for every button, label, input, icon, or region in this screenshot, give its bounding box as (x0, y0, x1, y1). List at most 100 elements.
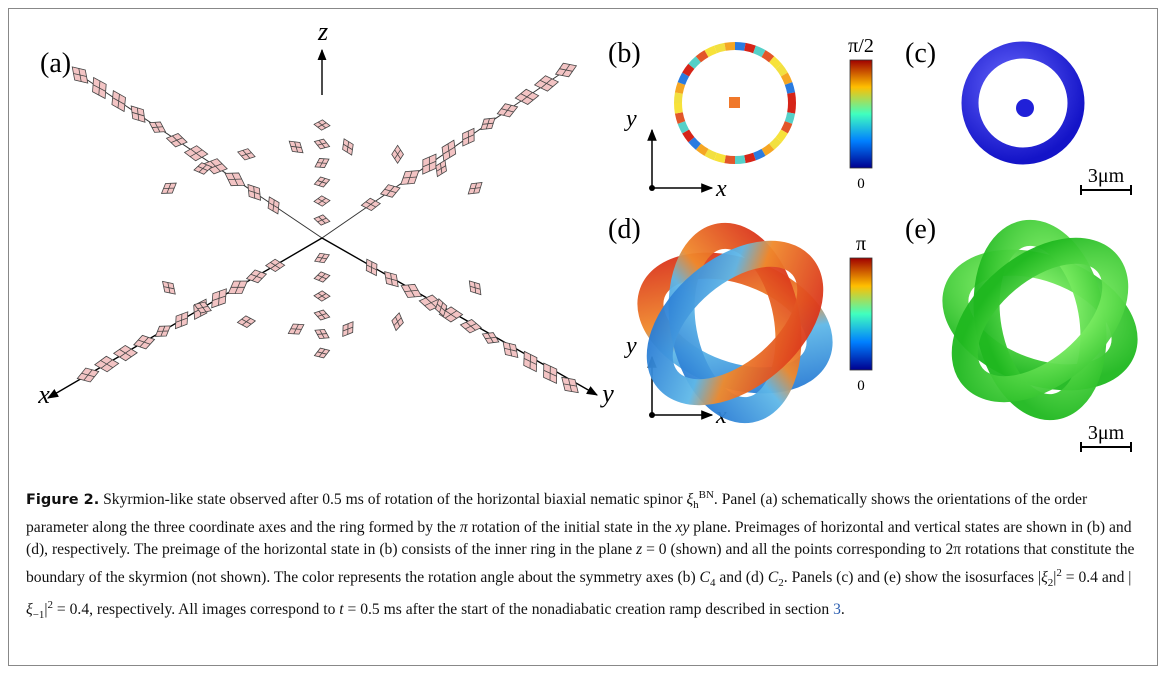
colorbar-min-label: 0 (857, 176, 865, 192)
panel-label: (a) (40, 48, 71, 79)
page: (a)(b)(c)(d)(e)zxyyxyxπ/20π03μm3μm Figur… (0, 0, 1168, 677)
orientation-glyph (264, 194, 284, 217)
ring-segment (681, 75, 685, 84)
ring-segment (691, 140, 698, 147)
axis-label: y (624, 106, 637, 132)
orientation-glyph (390, 312, 405, 332)
ring-segment (772, 140, 779, 147)
orientation-glyph (158, 277, 179, 298)
orientation-glyph (243, 180, 266, 204)
colorbar-min-label: 0 (857, 378, 865, 394)
ring-segment (698, 147, 706, 153)
caption-text: . Panels (c) and (e) show the isosurface… (784, 569, 1041, 586)
orientation-glyph (313, 345, 332, 360)
ring-segment (772, 59, 779, 66)
orientation-glyph (237, 315, 256, 328)
colorbar (850, 258, 872, 370)
orientation-glyph (313, 250, 332, 266)
orientation-glyph (152, 321, 174, 341)
ring-segment (745, 47, 755, 50)
caption-label: Figure 2. (26, 492, 99, 508)
ring-segment (686, 132, 692, 140)
caption-text: = 0.4 and | (1062, 569, 1132, 586)
orientation-glyph (457, 125, 480, 150)
ring-segment (716, 157, 726, 160)
orientation-glyph (313, 137, 331, 152)
caption-text: BN (699, 489, 714, 501)
colorbar-max-label: π (856, 233, 866, 255)
orientation-glyph (107, 87, 131, 115)
ring-segment (681, 122, 685, 131)
caption-text: . (841, 601, 845, 618)
ring-segment (789, 84, 792, 94)
ring-segment (764, 54, 772, 60)
ring-segment (791, 93, 792, 103)
ring-segment (678, 93, 679, 103)
caption-text[interactable]: 3 (833, 601, 841, 618)
ring-segment (779, 132, 785, 140)
ring-segment (789, 113, 792, 123)
panel-label: (d) (608, 214, 641, 245)
axis-label: y (599, 379, 614, 408)
orientation-glyph (396, 165, 423, 191)
colorbar-max-label: π/2 (848, 35, 874, 57)
orientation-glyph (75, 365, 101, 386)
ring-segment (707, 152, 716, 156)
orientation-glyph (392, 145, 404, 163)
caption-text: −1 (33, 609, 45, 621)
panel-label: (b) (608, 38, 641, 69)
orientation-glyph (477, 113, 499, 134)
ring-segment (678, 103, 679, 113)
ring-segment (754, 49, 763, 53)
caption-text: ξ (26, 601, 33, 618)
ring-segment (698, 54, 706, 60)
orientation-glyph (314, 195, 331, 206)
orientation-glyph (312, 155, 331, 172)
scale-bar-label: 3μm (1088, 165, 1125, 187)
orientation-glyph (312, 326, 331, 343)
orientation-glyph (460, 318, 483, 334)
panel-label: (e) (905, 214, 936, 245)
orientation-glyph (380, 267, 403, 291)
caption-text: π (460, 519, 468, 536)
ring-segment (725, 46, 735, 47)
ring-segment (754, 152, 763, 156)
orientation-glyph (398, 279, 425, 303)
axis-origin (649, 185, 655, 191)
caption-text: ξ (1041, 569, 1048, 586)
orientation-glyph (236, 146, 256, 162)
orientation-glyph (314, 291, 330, 302)
inner-ring (729, 97, 740, 108)
caption-text: = 0.5 ms after the start of the nonadiab… (344, 601, 833, 618)
orientation-glyph (314, 119, 331, 131)
orientation-glyph (495, 100, 520, 120)
orientation-glyph (465, 277, 486, 298)
ring-segment (745, 157, 755, 160)
orientation-glyph (221, 167, 248, 192)
ring-segment (764, 147, 772, 153)
ring-segment (735, 159, 745, 160)
orientation-glyph (87, 74, 112, 102)
orientation-glyph (464, 178, 485, 199)
panel-label: (c) (905, 38, 936, 69)
ring-segment (679, 84, 682, 94)
ring-segment (735, 46, 745, 47)
caption-text: C (700, 569, 710, 586)
ring-segment (716, 47, 726, 50)
axis-label: x (37, 380, 50, 409)
orientation-glyph (379, 182, 402, 201)
knot-hole (713, 301, 757, 345)
ring-segment (679, 113, 682, 123)
inner-ring (1016, 99, 1034, 117)
caption-text: rotation of the initial state in the (468, 519, 676, 536)
orientation-glyph (313, 213, 331, 226)
orientation-glyph (285, 319, 306, 338)
orientation-glyph (158, 178, 179, 198)
caption-text: C (768, 569, 778, 586)
caption-text: and (d) (715, 569, 767, 586)
caption-text: Skyrmion-like state observed after 0.5 m… (99, 491, 686, 508)
caption: Figure 2. Skyrmion-like state observed a… (26, 484, 1146, 627)
orientation-glyph (361, 256, 381, 279)
axis-origin (649, 412, 655, 418)
